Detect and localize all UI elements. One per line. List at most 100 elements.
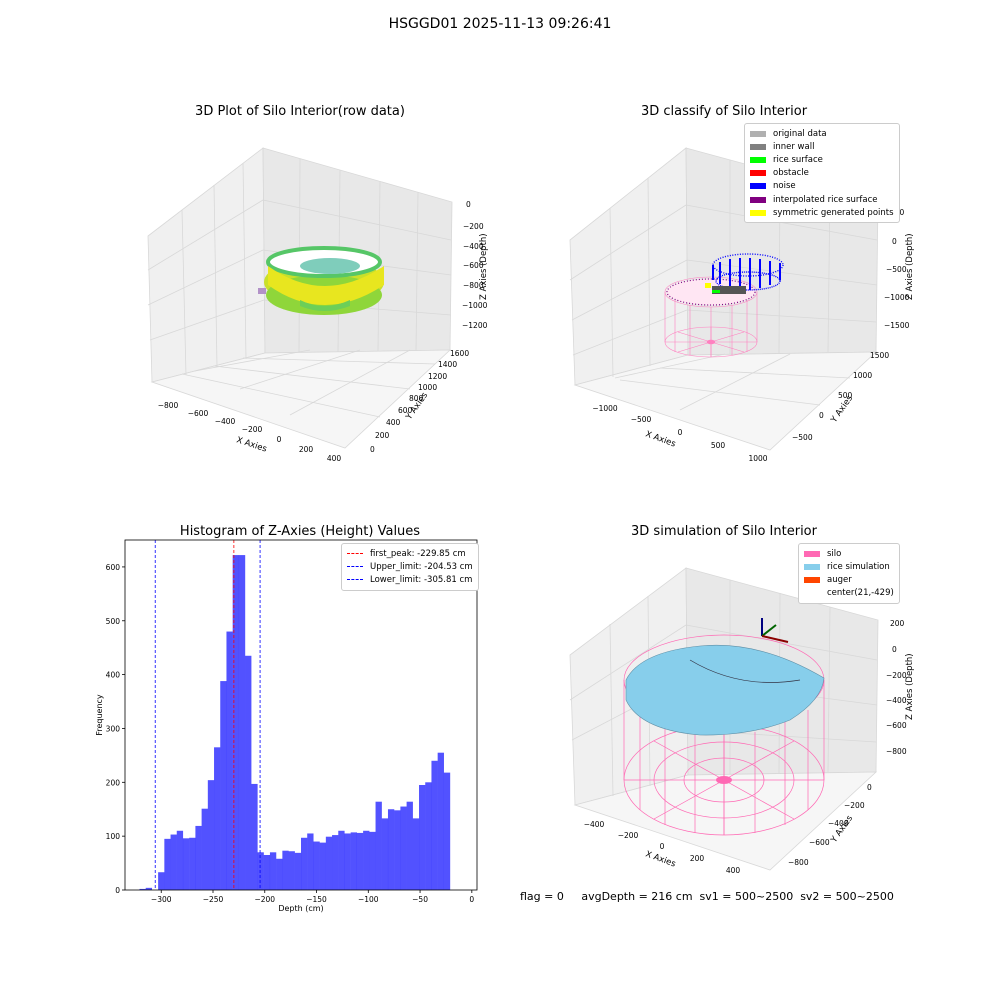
svg-text:−400: −400 bbox=[828, 819, 849, 828]
histogram-bar bbox=[164, 838, 171, 890]
svg-text:800: 800 bbox=[409, 394, 424, 403]
histogram-bar bbox=[307, 833, 314, 890]
histogram-bar bbox=[158, 872, 165, 890]
status-text: flag = 0 avgDepth = 216 cm sv1 = 500~250… bbox=[520, 890, 894, 903]
plot1-point-cloud bbox=[258, 246, 384, 315]
plot1-title: 3D Plot of Silo Interior(row data) bbox=[195, 104, 405, 119]
histogram-bar bbox=[313, 841, 320, 890]
histogram-bar bbox=[375, 801, 382, 890]
legend-entry-original-data: original data bbox=[750, 127, 894, 140]
svg-text:200: 200 bbox=[690, 854, 705, 863]
svg-text:−200: −200 bbox=[618, 831, 639, 840]
legend-entry-auger: auger bbox=[804, 573, 894, 586]
svg-text:−1200: −1200 bbox=[462, 321, 488, 330]
legend-entry-lower-limit: Lower_limit: -305.81 cm bbox=[347, 573, 473, 586]
histogram-bar bbox=[325, 836, 333, 890]
svg-text:0: 0 bbox=[819, 411, 824, 420]
histogram-bar bbox=[182, 838, 190, 890]
histogram-bar bbox=[400, 806, 407, 890]
svg-text:1000: 1000 bbox=[748, 454, 767, 463]
histogram-bar bbox=[344, 833, 351, 890]
legend-entry-obstacle: obstacle bbox=[750, 167, 894, 180]
histogram-xtick-label: 0 bbox=[469, 895, 474, 904]
histogram-bar bbox=[232, 555, 239, 890]
svg-text:−800: −800 bbox=[463, 281, 484, 290]
histogram-bar bbox=[332, 835, 339, 890]
svg-text:0: 0 bbox=[678, 428, 683, 437]
histogram-bar bbox=[257, 852, 264, 890]
svg-text:1000: 1000 bbox=[853, 371, 872, 380]
svg-text:−1000: −1000 bbox=[884, 293, 910, 302]
histogram-bar bbox=[207, 780, 215, 890]
svg-text:1000: 1000 bbox=[418, 383, 437, 392]
plot2-zlabel: Z Axies (Depth) bbox=[905, 233, 915, 300]
svg-text:400: 400 bbox=[327, 454, 342, 463]
histogram-bar bbox=[238, 555, 246, 890]
histogram-ytick-label: 300 bbox=[106, 724, 121, 733]
svg-text:−200: −200 bbox=[463, 222, 484, 231]
histogram-title: Histogram of Z-Axies (Height) Values bbox=[179, 524, 421, 539]
svg-text:−400: −400 bbox=[886, 696, 907, 705]
plot4-rice-surface bbox=[625, 644, 825, 736]
histogram-ytick-label: 500 bbox=[106, 617, 121, 626]
histogram-bar bbox=[381, 818, 389, 890]
svg-text:1200: 1200 bbox=[428, 372, 447, 381]
svg-text:−200: −200 bbox=[886, 671, 907, 680]
histogram-bar bbox=[276, 858, 283, 890]
legend-entry-rice-surface: rice surface bbox=[750, 153, 894, 166]
histogram-bar bbox=[394, 810, 401, 890]
histogram-bar bbox=[245, 655, 252, 890]
histogram-bar bbox=[425, 782, 432, 890]
plot1-zlabel: Z Axies (Depth) bbox=[479, 233, 489, 300]
legend-entry-inner-wall: inner wall bbox=[750, 140, 894, 153]
svg-text:600: 600 bbox=[398, 406, 413, 415]
svg-text:−800: −800 bbox=[886, 747, 907, 756]
plot2-title: 3D classify of Silo Interior bbox=[640, 104, 808, 119]
plot4-surface-contour bbox=[689, 659, 801, 683]
svg-text:−1000: −1000 bbox=[592, 404, 618, 413]
histogram-bar bbox=[176, 830, 184, 890]
plot4-xlabel: X Axies bbox=[644, 849, 677, 869]
svg-text:1500: 1500 bbox=[870, 351, 889, 360]
histogram-bar bbox=[220, 681, 227, 890]
histogram-ylabel: Frequency bbox=[95, 694, 104, 736]
histogram-ytick-label: 600 bbox=[106, 563, 121, 572]
plot4-title: 3D simulation of Silo Interior bbox=[631, 524, 817, 539]
svg-text:0: 0 bbox=[370, 445, 375, 454]
histogram-bar bbox=[263, 855, 271, 890]
plot4-silo-center bbox=[716, 776, 732, 784]
histogram-bar bbox=[288, 851, 295, 890]
svg-text:−500: −500 bbox=[631, 415, 652, 424]
svg-text:200: 200 bbox=[299, 445, 314, 454]
plot2-legend: original data inner wall rice surface ob… bbox=[744, 123, 900, 224]
svg-text:200: 200 bbox=[375, 431, 390, 440]
svg-text:−500: −500 bbox=[886, 265, 907, 274]
plot2-symmetric-points bbox=[705, 283, 711, 288]
histogram-bar bbox=[387, 809, 395, 890]
svg-text:1400: 1400 bbox=[438, 360, 457, 369]
plot2-silo-wireframe bbox=[664, 276, 758, 358]
histogram-frame bbox=[124, 539, 478, 891]
histogram-bar bbox=[437, 752, 444, 890]
svg-text:−200: −200 bbox=[844, 801, 865, 810]
svg-text:−500: −500 bbox=[792, 433, 813, 442]
svg-text:0: 0 bbox=[277, 435, 282, 444]
svg-text:0: 0 bbox=[867, 783, 872, 792]
svg-text:500: 500 bbox=[838, 391, 853, 400]
plot4-axis-triad bbox=[761, 618, 789, 643]
plot4-legend: silo rice simulation auger center(21,-42… bbox=[798, 543, 900, 604]
histogram-bar bbox=[201, 808, 208, 890]
legend-entry-upper-limit: Upper_limit: -204.53 cm bbox=[347, 560, 473, 573]
legend-entry-first-peak: first_peak: -229.85 cm bbox=[347, 547, 473, 560]
histogram-xtick-label: −250 bbox=[203, 895, 224, 904]
histogram-bar bbox=[431, 760, 438, 890]
histogram-ytick-label: 0 bbox=[115, 886, 120, 895]
histogram-bar bbox=[443, 772, 451, 890]
legend-entry-silo: silo bbox=[804, 547, 894, 560]
svg-text:−600: −600 bbox=[463, 261, 484, 270]
